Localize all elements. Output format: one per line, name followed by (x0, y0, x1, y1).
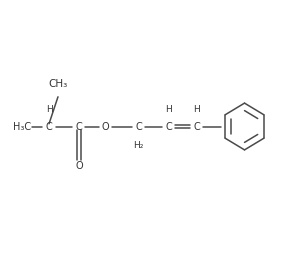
Text: C: C (75, 122, 82, 132)
Text: O: O (102, 122, 109, 132)
Text: CH₃: CH₃ (48, 78, 67, 88)
Text: C: C (165, 122, 172, 132)
Text: H₃C: H₃C (13, 122, 31, 132)
Text: C: C (135, 122, 142, 132)
Text: H: H (46, 105, 52, 114)
Text: H₂: H₂ (133, 140, 144, 149)
Text: C: C (193, 122, 200, 132)
Text: H: H (193, 105, 200, 114)
Text: H: H (165, 105, 172, 114)
Text: C: C (46, 122, 52, 132)
Text: O: O (75, 161, 83, 170)
